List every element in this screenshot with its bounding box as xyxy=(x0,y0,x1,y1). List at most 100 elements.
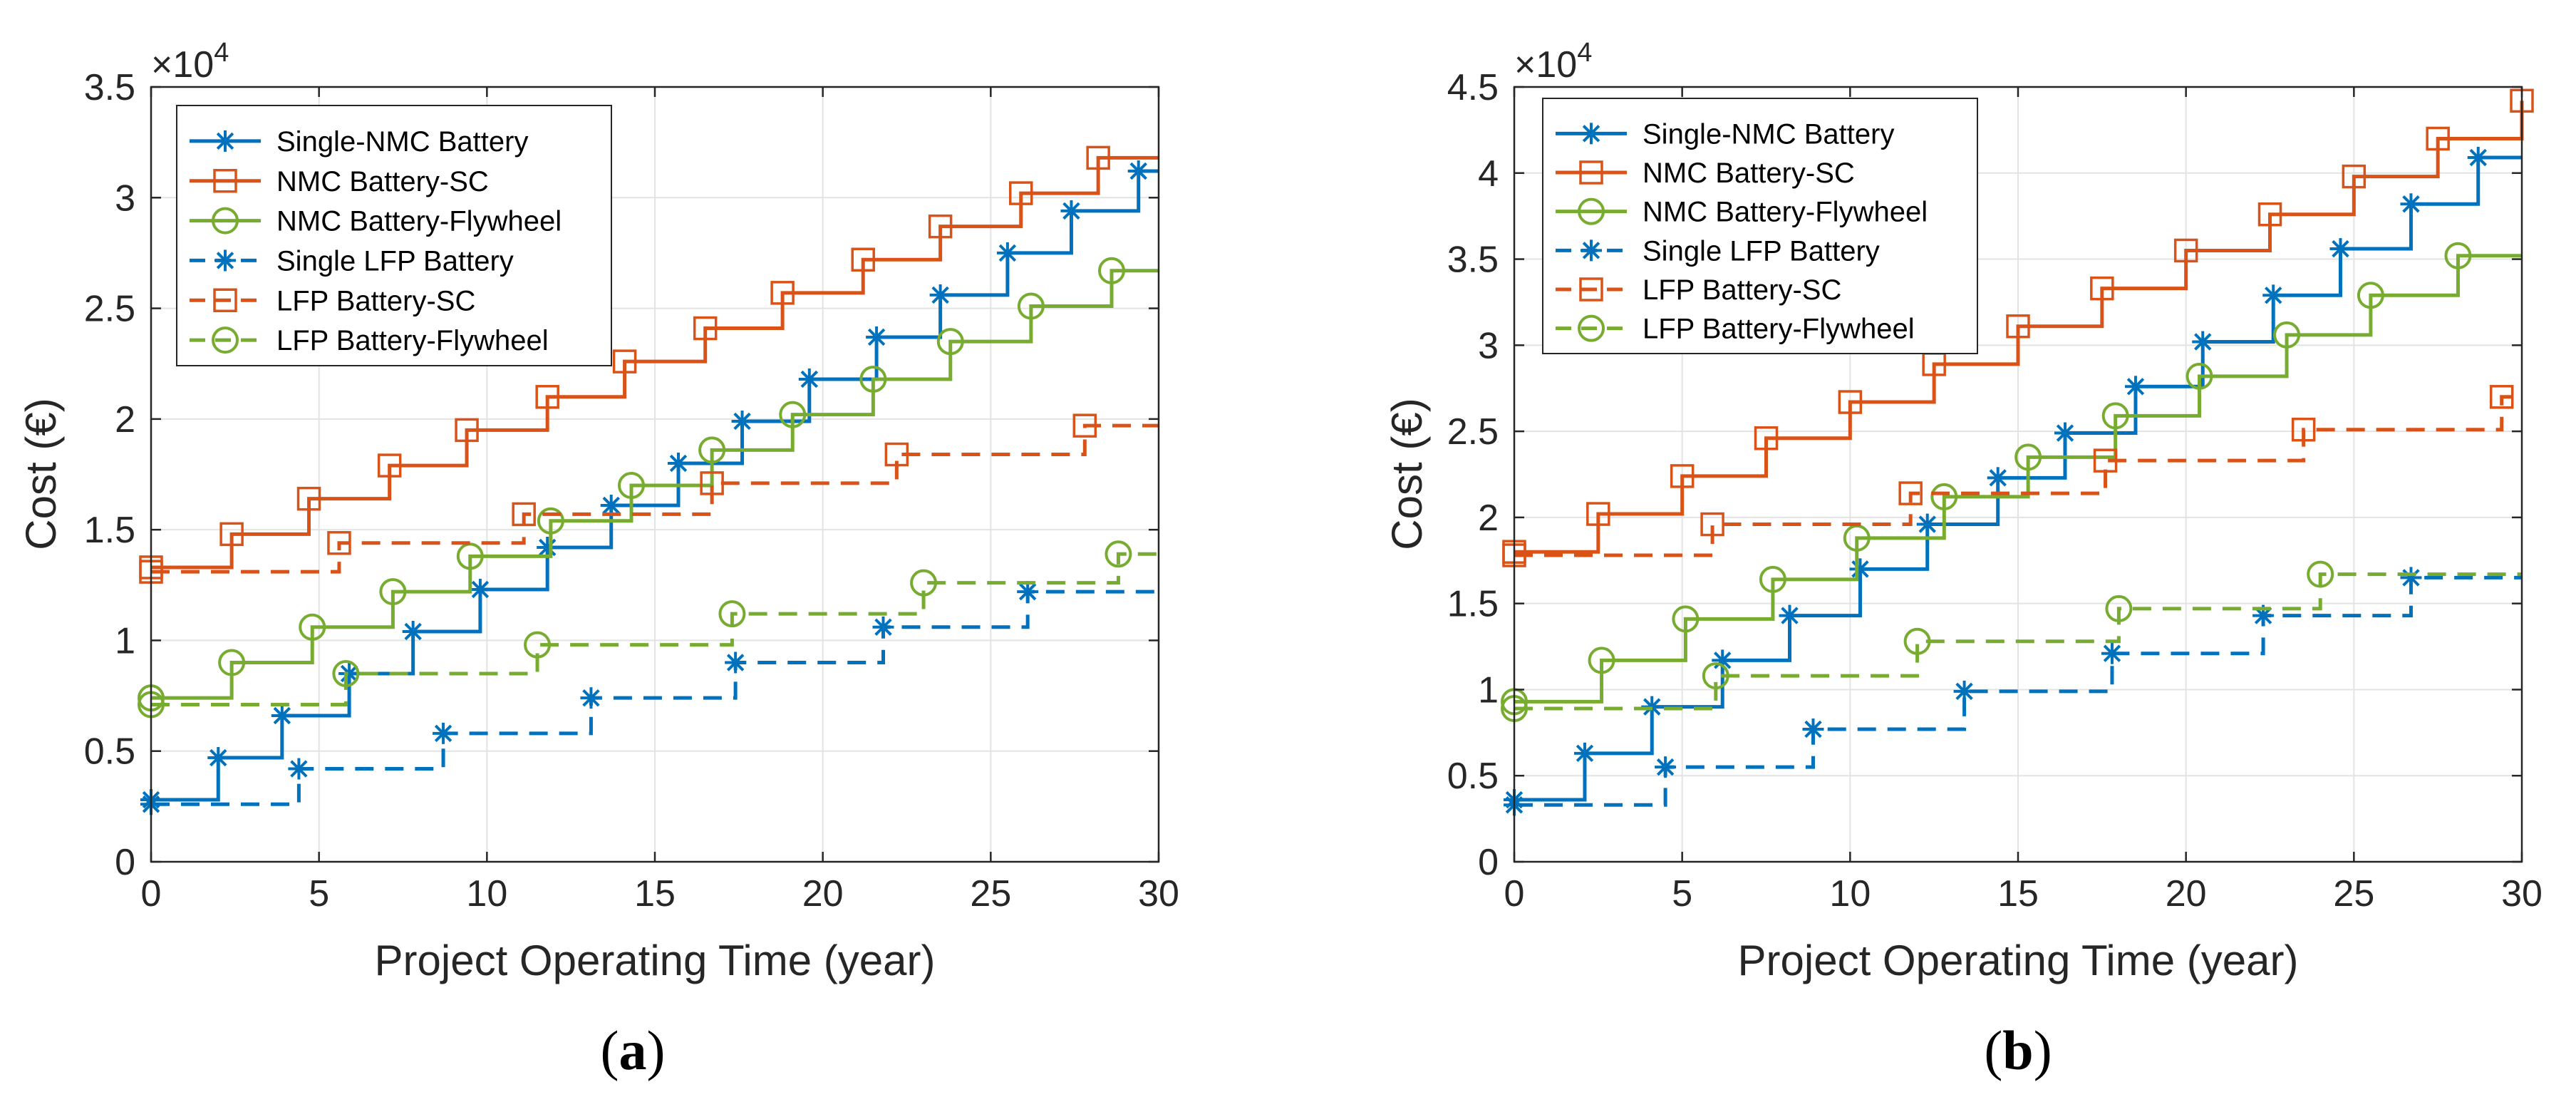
y-tick-label: 2 xyxy=(1478,498,1499,539)
y-tick-label: 2.5 xyxy=(84,289,135,330)
data-point xyxy=(1009,181,1033,205)
legend-marker xyxy=(213,169,237,193)
legend-item: LFP Battery-Flywheel xyxy=(1556,314,1915,345)
data-point xyxy=(1987,467,2009,489)
data-point xyxy=(1086,145,1110,170)
series-line xyxy=(151,589,1159,806)
series-5 xyxy=(1502,385,2522,567)
legend-marker xyxy=(1578,197,1605,225)
series-line xyxy=(151,155,1159,570)
legend-label: LFP Battery-SC xyxy=(1643,274,1841,306)
data-point xyxy=(1759,565,1786,593)
data-point xyxy=(700,471,724,495)
data-point xyxy=(1838,390,1863,414)
data-point xyxy=(996,242,1018,264)
data-point xyxy=(2262,284,2285,307)
data-point xyxy=(2006,314,2030,339)
data-point xyxy=(2124,376,2146,398)
y-tick-label: 4 xyxy=(1478,153,1499,195)
caption-a: (a) xyxy=(601,1019,666,1081)
data-point xyxy=(2054,422,2076,444)
data-point xyxy=(2329,238,2352,260)
legend-item: LFP Battery-Flywheel xyxy=(190,325,549,356)
legend-label: NMC Battery-Flywheel xyxy=(276,206,562,237)
data-point xyxy=(2467,147,2489,169)
data-point xyxy=(770,281,795,305)
data-point xyxy=(2101,642,2123,664)
legend-item: LFP Battery-SC xyxy=(190,285,475,316)
data-point xyxy=(2014,443,2042,471)
x-tick-label: 10 xyxy=(466,873,507,915)
data-point xyxy=(2444,242,2472,269)
data-point xyxy=(884,442,909,467)
series-layer-b xyxy=(1501,88,2534,816)
y-tick-label: 2.5 xyxy=(1447,411,1499,453)
data-point xyxy=(207,747,229,769)
data-point xyxy=(2257,202,2282,227)
data-point xyxy=(718,600,746,628)
data-point xyxy=(618,472,646,500)
data-point xyxy=(327,531,351,555)
x-tick-label: 25 xyxy=(2333,873,2374,915)
chart-panel-a: 0 5 10 15 20 25 30 0 0.5 1 1.5 2 2.5 3 3.5 ×104 Projec… xyxy=(17,38,1179,1081)
x-tick-label: 15 xyxy=(634,873,676,915)
legend-label: LFP Battery-Flywheel xyxy=(276,325,549,356)
series-6 xyxy=(1501,560,2522,723)
legend-label: NMC Battery-Flywheel xyxy=(1643,197,1928,228)
legend-marker xyxy=(1581,240,1602,262)
data-point xyxy=(859,365,887,393)
series-3 xyxy=(138,257,1159,712)
x-tick-label: 20 xyxy=(802,873,844,915)
data-point xyxy=(1098,257,1126,284)
series-line xyxy=(1514,101,2524,554)
data-point xyxy=(1060,200,1082,222)
data-point xyxy=(455,418,479,443)
data-point xyxy=(1903,627,1931,655)
data-point xyxy=(537,507,564,535)
y-axis-label-a: Cost (€) xyxy=(17,398,65,550)
y-tick-label: 3 xyxy=(115,177,135,219)
data-point xyxy=(2357,282,2384,309)
legend-label: LFP Battery-Flywheel xyxy=(1643,314,1915,345)
legend-label: Single-NMC Battery xyxy=(276,126,528,158)
data-point xyxy=(299,613,326,641)
data-point xyxy=(1105,540,1132,568)
x-tick-label: 10 xyxy=(1829,873,1871,915)
series-3 xyxy=(1501,242,2522,716)
legend-marker xyxy=(214,249,236,272)
series-2 xyxy=(139,145,1159,580)
data-point xyxy=(2090,276,2114,301)
x-axis-label-a: Project Operating Time (year) xyxy=(375,937,936,984)
legend-b: Single-NMC Battery NMC Battery-SC NMC Batt… xyxy=(1542,98,1978,354)
data-point xyxy=(402,621,424,643)
data-point xyxy=(693,316,718,341)
data-point xyxy=(1898,481,1923,505)
legend-marker xyxy=(1578,314,1605,342)
data-point xyxy=(2173,238,2198,263)
data-point xyxy=(379,578,407,606)
legend-label: NMC Battery-SC xyxy=(276,166,489,197)
x-tick-label: 0 xyxy=(1504,873,1525,915)
legend-item: NMC Battery-SC xyxy=(190,166,489,197)
data-point xyxy=(2400,193,2422,215)
series-line xyxy=(151,423,1159,574)
data-point xyxy=(2273,321,2301,349)
data-point xyxy=(1702,662,1729,690)
data-point xyxy=(469,578,491,600)
series-layer-a xyxy=(138,145,1159,815)
data-point xyxy=(2101,402,2129,430)
legend-marker xyxy=(1579,277,1603,302)
data-point xyxy=(219,522,244,547)
data-point xyxy=(910,569,938,597)
x-tick-label: 0 xyxy=(141,873,162,915)
series-line xyxy=(1514,572,2522,711)
data-point xyxy=(1670,464,1695,488)
data-point xyxy=(1700,512,1724,537)
data-point xyxy=(2489,385,2514,409)
data-point xyxy=(936,328,964,356)
legend-marker xyxy=(212,207,239,235)
data-point xyxy=(1573,742,1595,764)
data-point xyxy=(2105,594,2133,622)
data-point xyxy=(698,436,726,464)
